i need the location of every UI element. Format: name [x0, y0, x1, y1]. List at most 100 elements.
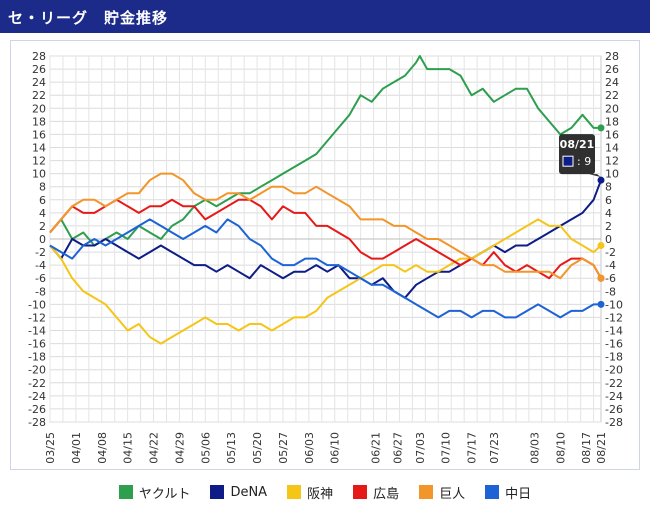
y-tick-label-right: 14 [605, 142, 619, 155]
y-tick-label-right: -18 [605, 351, 623, 364]
x-tick-label: 08/10 [554, 432, 567, 464]
series-line[interactable] [49, 218, 601, 319]
x-tick-label: 05/27 [277, 432, 290, 464]
y-tick-label-left: 6 [39, 194, 46, 207]
chart-panel: 28 28 26 26 24 24 22 22 20 20 18 18 16 16 14 14 12 12 10 10… [10, 40, 640, 470]
y-tick-label-right: 26 [605, 63, 619, 76]
x-tick-label: 05/20 [251, 432, 264, 464]
y-tick-label-left: 0 [39, 233, 46, 246]
legend-item[interactable]: 阪神 [287, 483, 333, 502]
series-end-point[interactable] [597, 242, 605, 250]
x-tick-label: 08/17 [580, 432, 593, 464]
x-tick-label: 08/03 [528, 432, 541, 464]
y-tick-label-left: 8 [39, 181, 46, 194]
y-tick-label-left: -12 [28, 311, 46, 324]
series-line[interactable] [49, 179, 602, 299]
y-tick-label-right: 2 [605, 220, 612, 233]
y-tick-label-left: -2 [35, 246, 46, 259]
x-tick-label: 04/01 [70, 432, 83, 464]
y-tick-label-right: -28 [605, 416, 623, 429]
legend-item[interactable]: 中日 [485, 483, 531, 502]
y-tick-label-right: -24 [605, 390, 623, 403]
series-end-point[interactable] [597, 274, 605, 282]
x-tick-label: 07/17 [466, 432, 479, 464]
y-tick-label-right: 8 [605, 181, 612, 194]
page-title: セ・リーグ 貯金推移 [8, 9, 169, 27]
y-tick-label-right: -12 [605, 311, 623, 324]
x-tick-label: 06/21 [369, 432, 382, 464]
series-line[interactable] [49, 55, 601, 247]
tooltip-swatch [562, 155, 574, 167]
y-tick-label-right: 6 [605, 194, 612, 207]
y-tick-label-left: -22 [28, 377, 46, 390]
x-tick-label: 05/06 [199, 432, 212, 464]
y-tick-label-left: -28 [28, 416, 46, 429]
series-line[interactable] [49, 218, 602, 345]
y-tick-label-left: 12 [32, 155, 46, 168]
tooltip-value: : 9 [577, 155, 591, 168]
tooltip-date: 08/21 [560, 138, 595, 151]
y-tick-label-right: -4 [605, 259, 616, 272]
x-tick-label: 06/03 [303, 432, 316, 464]
legend-label: 阪神 [307, 486, 334, 502]
series-line[interactable] [49, 172, 602, 280]
y-tick-label-right: 4 [605, 207, 612, 220]
legend-swatch [287, 485, 302, 499]
y-tick-label-right: 10 [605, 168, 619, 181]
legend-label: 広島 [373, 486, 400, 502]
x-tick-label: 07/03 [414, 432, 427, 464]
y-tick-label-left: 10 [32, 168, 46, 181]
y-tick-label-left: 14 [32, 142, 46, 155]
y-tick-label-left: 22 [32, 89, 46, 102]
series-end-point[interactable] [597, 300, 605, 308]
x-tick-label: 07/10 [440, 432, 453, 464]
legend-item[interactable]: DeNA [210, 485, 267, 500]
y-tick-label-left: -14 [28, 325, 46, 338]
legend-label: ヤクルト [138, 486, 191, 502]
y-tick-label-left: -10 [28, 298, 46, 311]
x-tick-label: 06/27 [392, 432, 405, 464]
y-tick-label-left: -20 [28, 364, 46, 377]
legend-item[interactable]: 巨人 [419, 483, 465, 502]
legend-swatch [353, 485, 368, 499]
legend-label: 中日 [505, 486, 532, 502]
x-tick-label: 08/21 [595, 432, 608, 464]
y-tick-label-right: -10 [605, 298, 623, 311]
y-tick-label-right: -6 [605, 272, 616, 285]
y-tick-label-right: 28 [605, 50, 619, 63]
legend-swatch [118, 485, 133, 499]
series-end-point[interactable] [597, 124, 605, 132]
y-tick-label-left: 28 [32, 50, 46, 63]
y-tick-label-left: -4 [35, 259, 46, 272]
x-tick-label: 06/10 [329, 432, 342, 464]
y-tick-label-right: 18 [605, 115, 619, 128]
y-tick-label-right: -22 [605, 377, 623, 390]
y-tick-label-left: -26 [28, 403, 46, 416]
y-tick-label-left: 26 [32, 63, 46, 76]
y-tick-label-left: 24 [32, 76, 46, 89]
y-tick-label-right: -2 [605, 246, 616, 259]
series-line[interactable] [49, 198, 602, 280]
series-end-point[interactable] [597, 176, 605, 184]
y-tick-label-left: 16 [32, 128, 46, 141]
x-tick-label: 07/23 [488, 432, 501, 464]
y-tick-label-right: -26 [605, 403, 623, 416]
chart-legend: ヤクルト DeNA 阪神 広島 巨人 中日 [0, 480, 650, 504]
app-header: セ・リーグ 貯金推移 [0, 0, 650, 33]
y-tick-label-right: 22 [605, 89, 619, 102]
y-tick-label-right: 24 [605, 76, 619, 89]
y-tick-label-right: 16 [605, 128, 619, 141]
x-tick-label: 05/13 [225, 432, 238, 464]
x-tick-label: 04/29 [173, 432, 186, 464]
legend-item[interactable]: ヤクルト [118, 483, 191, 502]
legend-swatch [485, 485, 500, 499]
y-tick-label-left: 18 [32, 115, 46, 128]
legend-item[interactable]: 広島 [353, 483, 399, 502]
y-tick-label-right: -16 [605, 338, 623, 351]
y-tick-label-left: -6 [35, 272, 46, 285]
y-tick-label-right: 0 [605, 233, 612, 246]
legend-swatch [210, 485, 225, 499]
y-tick-label-right: 20 [605, 102, 619, 115]
y-tick-label-left: 4 [39, 207, 46, 220]
